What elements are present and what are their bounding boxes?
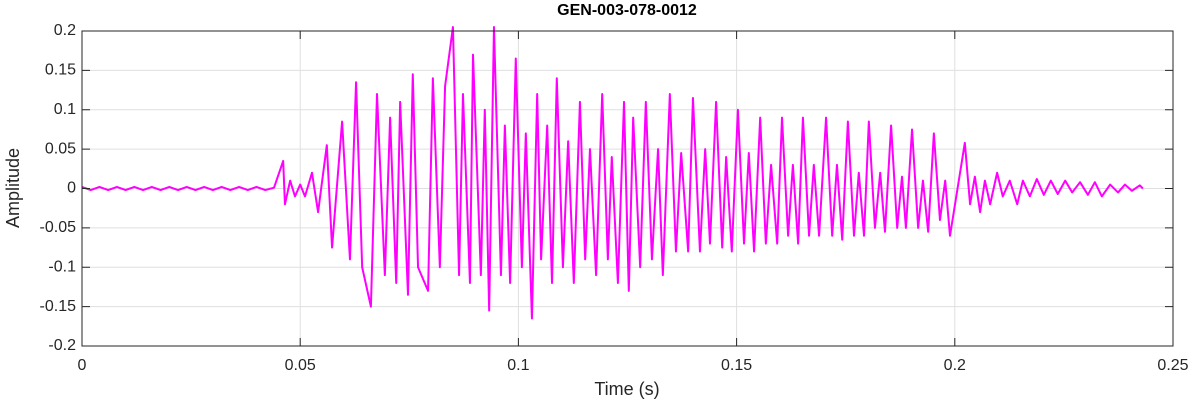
y-tick-label: -0.2: [48, 337, 76, 354]
x-tick-label: 0.15: [721, 357, 752, 374]
x-tick-label: 0.25: [1157, 357, 1188, 374]
y-tick-label: 0.1: [54, 101, 76, 118]
grid: [81, 30, 1174, 347]
waveform-line: [81, 26, 1144, 320]
plot-area: [81, 26, 1144, 320]
y-tick-label: 0.2: [54, 22, 76, 39]
x-axis-label: Time (s): [594, 379, 659, 399]
y-tick-label: -0.05: [40, 219, 77, 236]
y-tick-label: 0.05: [45, 140, 76, 157]
y-tick-label: 0.15: [45, 62, 76, 79]
y-tick-label: -0.15: [40, 298, 77, 315]
chart-title: GEN-003-078-0012: [557, 2, 697, 19]
x-tick-label: 0.05: [285, 357, 316, 374]
y-tick-label: 0: [67, 180, 76, 197]
x-tick-label: 0: [78, 357, 87, 374]
y-axis-label: Amplitude: [3, 148, 23, 228]
y-tick-label: -0.1: [48, 258, 76, 275]
x-tick-label: 0.2: [944, 357, 966, 374]
x-tick-label: 0.1: [507, 357, 529, 374]
